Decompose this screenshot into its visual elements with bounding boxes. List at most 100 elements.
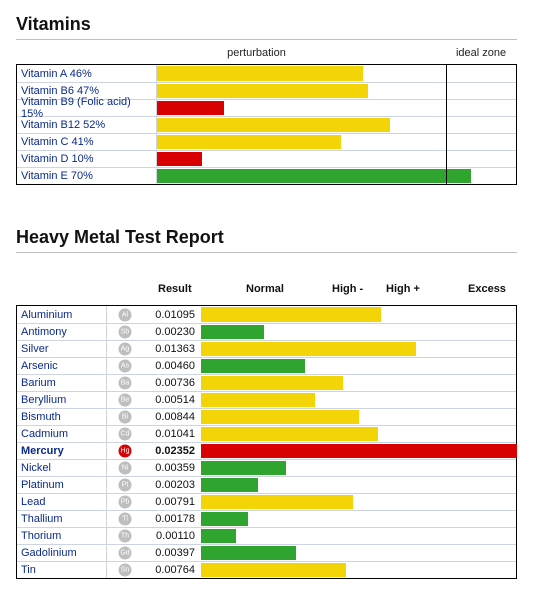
metal-bar bbox=[201, 307, 381, 322]
element-symbol-icon: Sn bbox=[119, 564, 132, 577]
vitamins-title: Vitamins bbox=[16, 14, 517, 35]
element-symbol-icon: As bbox=[119, 360, 132, 373]
metal-bar bbox=[201, 461, 286, 475]
metal-result: 0.00844 bbox=[137, 409, 201, 425]
vitamin-row: Vitamin A 46% bbox=[17, 65, 516, 82]
vitamins-rule bbox=[16, 39, 517, 40]
vitamin-bar bbox=[157, 135, 341, 149]
metal-result: 0.00359 bbox=[137, 460, 201, 476]
vitamin-bar bbox=[157, 66, 364, 81]
vitamin-row: Vitamin E 70% bbox=[17, 167, 516, 184]
vitamin-label: Vitamin C 41% bbox=[17, 134, 157, 150]
metal-bar bbox=[201, 546, 296, 560]
metal-result: 0.01041 bbox=[137, 426, 201, 442]
heavy-metals-rule bbox=[16, 252, 517, 253]
metal-row: AntimonySb0.00230 bbox=[17, 323, 516, 340]
metal-name: Cadmium bbox=[17, 426, 107, 442]
metal-name: Platinum bbox=[17, 477, 107, 493]
metal-name: Barium bbox=[17, 375, 107, 391]
metal-bar bbox=[201, 325, 264, 339]
vitamin-bar bbox=[157, 101, 224, 115]
vitamins-chart: perturbation ideal zone Vitamin A 46%Vit… bbox=[16, 64, 517, 185]
metal-result: 0.00178 bbox=[137, 511, 201, 527]
metal-bar bbox=[201, 529, 236, 543]
metal-name: Nickel bbox=[17, 460, 107, 476]
metal-row: Thorium Th 0.00110 bbox=[17, 527, 516, 544]
metal-row: Barium Ba 0.00736 bbox=[17, 374, 516, 391]
metal-result: 0.00230 bbox=[137, 324, 201, 340]
metal-name: Lead bbox=[17, 494, 107, 510]
ideal-zone-line bbox=[446, 65, 447, 184]
metal-row: AluminiumAl0.01095 bbox=[17, 306, 516, 323]
vitamin-label: Vitamin D 10% bbox=[17, 151, 157, 167]
vitamin-row: Vitamin B9 (Folic acid) 15% bbox=[17, 99, 516, 116]
metal-name: Bismuth bbox=[17, 409, 107, 425]
metal-result: 0.01363 bbox=[137, 341, 201, 357]
column-header: Excess bbox=[468, 283, 506, 295]
vitamin-row: Vitamin C 41% bbox=[17, 133, 516, 150]
column-header: Result bbox=[158, 283, 192, 295]
element-symbol-icon: Pb bbox=[119, 496, 132, 509]
metal-name: Mercury bbox=[17, 443, 107, 459]
element-symbol-icon: Th bbox=[119, 530, 132, 543]
vitamin-label: Vitamin E 70% bbox=[17, 168, 157, 184]
metal-result: 0.02352 bbox=[137, 443, 201, 459]
metal-bar bbox=[201, 512, 248, 526]
metal-name: Thorium bbox=[17, 528, 107, 544]
metal-row: ArsenicAs0.00460 bbox=[17, 357, 516, 374]
metal-row: BerylliumBe0.00514 bbox=[17, 391, 516, 408]
metal-row: Thallium Tl 0.00178 bbox=[17, 510, 516, 527]
metal-row: PlatinumPt0.00203 bbox=[17, 476, 516, 493]
vitamin-bar bbox=[157, 84, 368, 98]
metal-bar bbox=[201, 342, 416, 356]
heavy-metals-title: Heavy Metal Test Report bbox=[16, 227, 517, 248]
metal-bar bbox=[201, 444, 517, 458]
vitamin-bar bbox=[157, 152, 202, 166]
element-symbol-icon: Ag bbox=[119, 343, 132, 356]
metal-bar bbox=[201, 376, 343, 390]
metal-result: 0.00460 bbox=[137, 358, 201, 374]
metal-name: Beryllium bbox=[17, 392, 107, 408]
axis-label-perturbation: perturbation bbox=[227, 47, 286, 59]
vitamin-row: Vitamin B12 52% bbox=[17, 116, 516, 133]
vitamin-label: Vitamin A 46% bbox=[17, 65, 157, 82]
metal-result: 0.00110 bbox=[137, 528, 201, 544]
page: Vitamins perturbation ideal zone Vitamin… bbox=[0, 0, 533, 599]
axis-label-ideal-zone: ideal zone bbox=[456, 47, 506, 59]
vitamin-bar bbox=[157, 118, 391, 132]
metal-bar bbox=[201, 427, 378, 441]
element-symbol-icon: Bi bbox=[119, 411, 132, 424]
heavy-metals-headers: Result Normal High - High + Excess bbox=[16, 283, 517, 299]
metal-row: TinSn0.00764 bbox=[17, 561, 516, 578]
column-header: High + bbox=[386, 283, 420, 295]
metal-row: Bismuth Bi 0.00844 bbox=[17, 408, 516, 425]
element-symbol-icon: Gd bbox=[119, 547, 132, 560]
vitamins-axis: perturbation ideal zone bbox=[17, 47, 516, 63]
metal-bar bbox=[201, 478, 258, 492]
element-symbol-icon: Ba bbox=[119, 377, 132, 390]
metal-result: 0.00514 bbox=[137, 392, 201, 408]
element-symbol-icon: Pt bbox=[119, 479, 132, 492]
vitamin-row: Vitamin D 10% bbox=[17, 150, 516, 167]
metal-row: Cadmium Cd 0.01041 bbox=[17, 425, 516, 442]
heavy-metals-chart: Result Normal High - High + Excess Aluminium… bbox=[16, 283, 517, 579]
column-header: Normal bbox=[246, 283, 284, 295]
metal-row: LeadPb0.00791 bbox=[17, 493, 516, 510]
metal-name: Thallium bbox=[17, 511, 107, 527]
metal-bar bbox=[201, 410, 359, 424]
metal-row: GadoliniumGd0.00397 bbox=[17, 544, 516, 561]
metal-result: 0.01095 bbox=[137, 306, 201, 323]
vitamin-label: Vitamin B9 (Folic acid) 15% bbox=[17, 100, 157, 116]
metal-result: 0.00397 bbox=[137, 545, 201, 561]
element-symbol-icon: Cd bbox=[119, 428, 132, 441]
metal-name: Antimony bbox=[17, 324, 107, 340]
metal-name: Aluminium bbox=[17, 306, 107, 323]
metal-bar bbox=[201, 495, 353, 509]
metal-bar bbox=[201, 393, 315, 407]
metal-result: 0.00764 bbox=[137, 562, 201, 578]
column-header: High - bbox=[332, 283, 363, 295]
metal-bar bbox=[201, 563, 346, 577]
element-symbol-icon: Tl bbox=[119, 513, 132, 526]
metal-row: NickelNi0.00359 bbox=[17, 459, 516, 476]
metal-result: 0.00736 bbox=[137, 375, 201, 391]
